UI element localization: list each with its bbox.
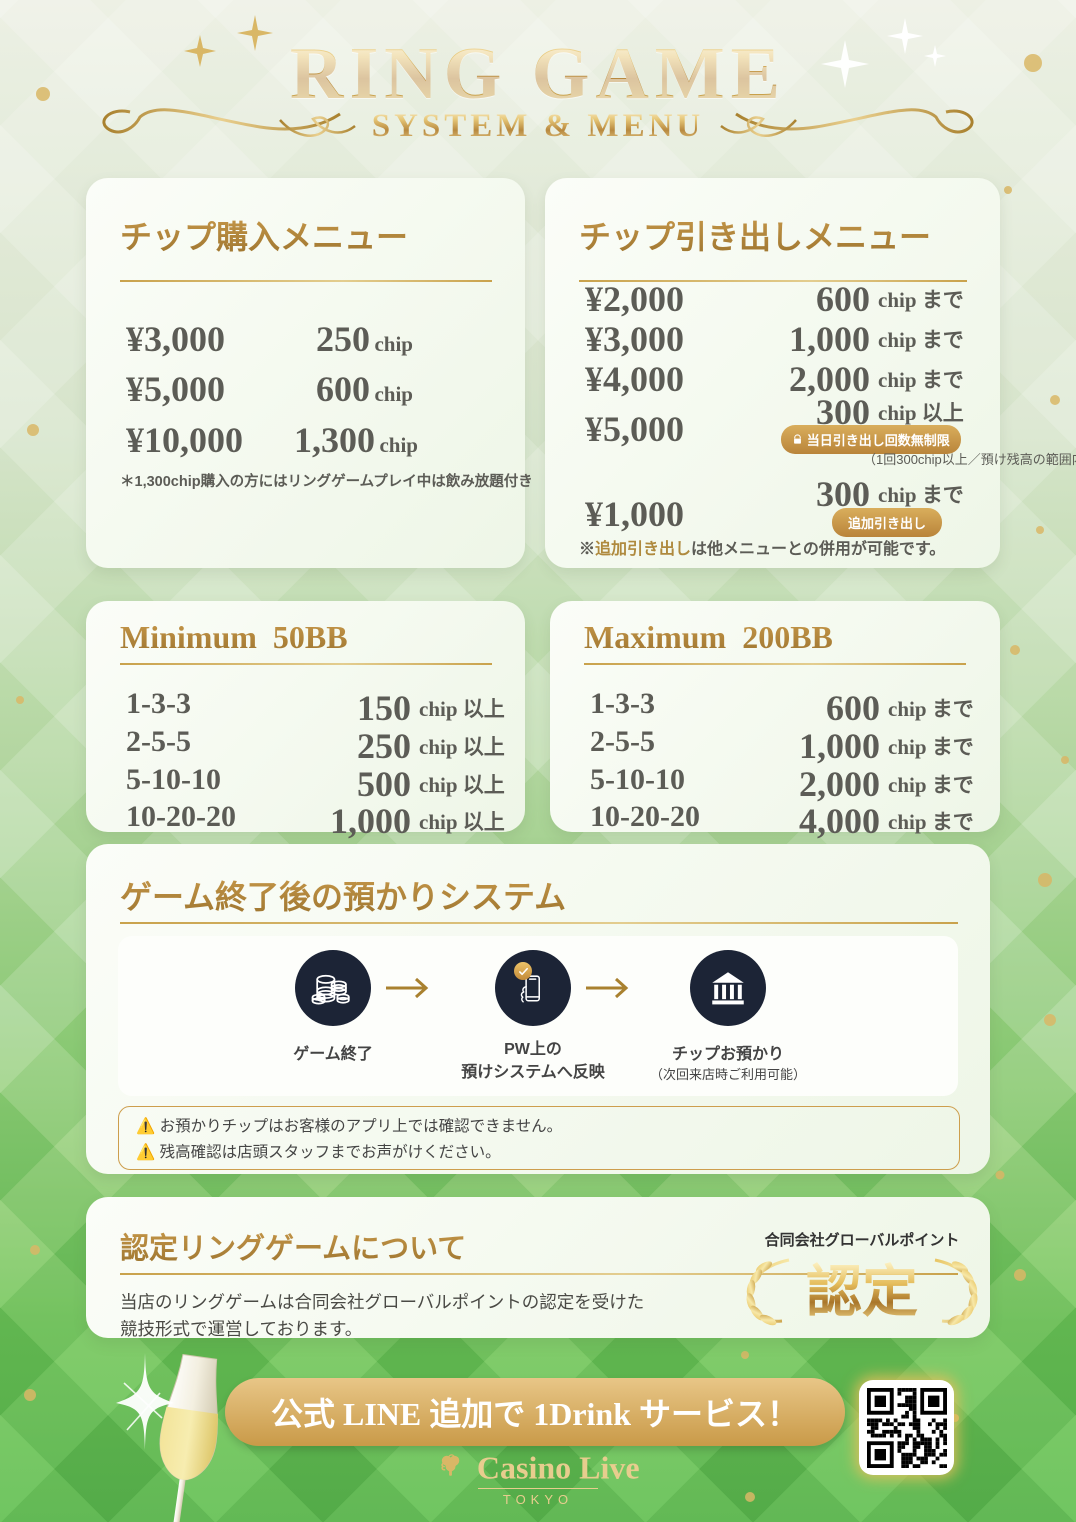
svg-text:認定: 認定: [806, 1262, 918, 1324]
svg-text:合同会社グローバルポイント: 合同会社グローバルポイント: [764, 1231, 960, 1249]
